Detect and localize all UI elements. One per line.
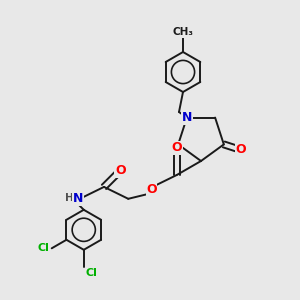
Text: O: O — [236, 143, 246, 156]
Text: O: O — [115, 164, 126, 177]
Text: CH₃: CH₃ — [172, 27, 194, 37]
Text: H: H — [65, 193, 74, 203]
Text: Cl: Cl — [38, 243, 50, 253]
Text: O: O — [171, 141, 182, 154]
Text: N: N — [73, 192, 83, 205]
Text: Cl: Cl — [86, 268, 98, 278]
Text: O: O — [146, 183, 157, 196]
Text: N: N — [182, 111, 192, 124]
